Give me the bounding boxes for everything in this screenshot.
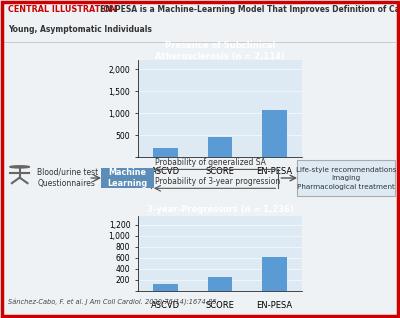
Text: Sánchez-Cabo, F. et al. J Am Coll Cardiol. 2020;76(14):1674-85.: Sánchez-Cabo, F. et al. J Am Coll Cardio… — [8, 299, 219, 307]
Text: Probability of 3-year progression: Probability of 3-year progression — [155, 177, 280, 186]
Bar — [153, 284, 178, 291]
FancyBboxPatch shape — [297, 160, 395, 197]
Text: EN-PESA is a Machine-Learning Model That Improves Definition of Cardiovascular R: EN-PESA is a Machine-Learning Model That… — [100, 5, 400, 14]
Bar — [153, 148, 178, 157]
Bar — [208, 137, 232, 157]
Text: CENTRAL ILLUSTRATION: CENTRAL ILLUSTRATION — [8, 5, 117, 14]
FancyBboxPatch shape — [101, 168, 154, 188]
Text: 3-year-Progressors (n = 1,236): 3-year-Progressors (n = 1,236) — [146, 204, 294, 214]
Text: ⬛: ⬛ — [19, 176, 20, 177]
Text: Blood/urine test
Questionnaires: Blood/urine test Questionnaires — [37, 168, 98, 188]
Bar — [208, 277, 232, 291]
Bar — [262, 110, 287, 157]
Text: Young, Asymptomatic Individuals: Young, Asymptomatic Individuals — [8, 25, 152, 34]
Text: Presence of Subclinical
Atherosclerosis (n = 2,114): Presence of Subclinical Atherosclerosis … — [155, 41, 285, 61]
Legend: Intermediate-High Risk: Intermediate-High Risk — [170, 315, 270, 318]
Bar — [262, 257, 287, 291]
Text: Probability of generalized SA: Probability of generalized SA — [155, 158, 266, 167]
Text: Machine
Learning: Machine Learning — [108, 168, 148, 188]
Text: Life-style recommendations
Imaging
Pharmacological treatment: Life-style recommendations Imaging Pharm… — [296, 167, 396, 190]
Circle shape — [10, 166, 30, 168]
